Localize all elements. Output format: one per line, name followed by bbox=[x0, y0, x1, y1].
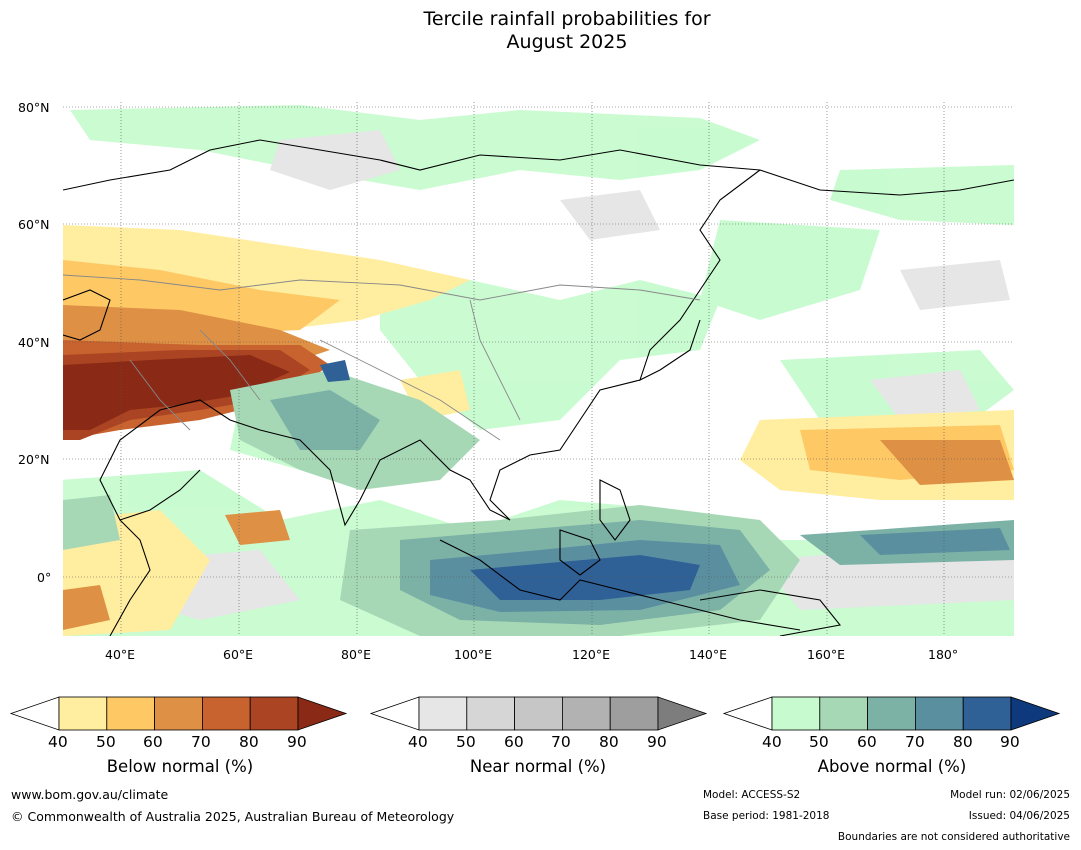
lon-label: 120°E bbox=[572, 647, 611, 662]
website-link[interactable]: www.bom.gov.au/climate bbox=[11, 787, 169, 802]
lat-label: 40°N bbox=[18, 335, 50, 350]
colorbar-max-arrow bbox=[657, 696, 708, 731]
probability-shading bbox=[63, 105, 1014, 636]
colorbar-segment bbox=[771, 696, 821, 731]
colorbar-segment bbox=[962, 696, 1012, 731]
lon-label: 160°E bbox=[807, 647, 846, 662]
cb-near-tick: 90 bbox=[647, 733, 667, 751]
cb-near-tick: 70 bbox=[551, 733, 571, 751]
colorbar-segment bbox=[609, 696, 659, 731]
base-period: Base period: 1981-2018 bbox=[703, 810, 830, 822]
chart-title: Tercile rainfall probabilities for Augus… bbox=[0, 8, 1081, 54]
colorbar-min-arrow bbox=[9, 696, 60, 731]
lon-label: 60°E bbox=[223, 647, 254, 662]
issued-date: Issued: 04/06/2025 bbox=[968, 810, 1070, 822]
cb-below-tick: 40 bbox=[48, 733, 68, 751]
colorbar-segment bbox=[154, 696, 203, 731]
cb-above-tick: 50 bbox=[809, 733, 829, 751]
colorbar-segment bbox=[249, 696, 299, 731]
country-borders bbox=[63, 274, 701, 441]
cb-below-tick: 90 bbox=[287, 733, 307, 751]
above-normal-shading bbox=[63, 360, 1014, 636]
colorbar-segment bbox=[106, 696, 156, 731]
colorbar-max-arrow bbox=[1010, 696, 1061, 731]
lat-label: 80°N bbox=[18, 100, 50, 115]
title-line-2: August 2025 bbox=[506, 31, 628, 53]
lat-label: 0° bbox=[37, 570, 52, 585]
lon-label: 180° bbox=[928, 647, 959, 662]
boundary-disclaimer: Boundaries are not considered authoritat… bbox=[837, 831, 1070, 843]
colorbar-segment bbox=[418, 696, 468, 731]
cb-above-tick: 80 bbox=[953, 733, 973, 751]
cb-above-tick: 40 bbox=[762, 733, 782, 751]
cb-below-tick: 70 bbox=[191, 733, 211, 751]
lat-label: 60°N bbox=[18, 217, 50, 232]
cb-above-tick: 60 bbox=[857, 733, 877, 751]
near-normal-label: Near normal (%) bbox=[469, 757, 607, 776]
forecast-map bbox=[63, 102, 1014, 636]
colorbar-segment bbox=[58, 696, 108, 731]
cb-near-tick: 60 bbox=[504, 733, 524, 751]
lon-label: 80°E bbox=[341, 647, 372, 662]
colorbar-segment bbox=[514, 696, 563, 731]
lon-label: 140°E bbox=[689, 647, 728, 662]
colorbars bbox=[9, 696, 1061, 731]
graticule bbox=[63, 102, 1014, 636]
cb-below-tick: 60 bbox=[143, 733, 163, 751]
below-normal-shading bbox=[63, 225, 1014, 636]
lat-label: 20°N bbox=[18, 452, 50, 467]
cb-near-tick: 50 bbox=[456, 733, 476, 751]
lon-label: 40°E bbox=[105, 647, 136, 662]
colorbar-segment bbox=[915, 696, 964, 731]
cb-below-tick: 80 bbox=[239, 733, 259, 751]
title-line-1: Tercile rainfall probabilities for bbox=[423, 8, 711, 30]
cb-below-tick: 50 bbox=[96, 733, 116, 751]
cb-near-tick: 80 bbox=[599, 733, 619, 751]
colorbar-min-arrow bbox=[369, 696, 420, 731]
colorbar-min-arrow bbox=[722, 696, 773, 731]
colorbar-segment bbox=[562, 696, 611, 731]
copyright-text: © Commonwealth of Australia 2025, Austra… bbox=[11, 809, 455, 824]
below-normal-label: Below normal (%) bbox=[106, 757, 254, 776]
coastlines bbox=[63, 139, 1014, 636]
above-normal-label: Above normal (%) bbox=[817, 757, 967, 776]
lon-label: 100°E bbox=[454, 647, 493, 662]
cb-near-tick: 40 bbox=[408, 733, 428, 751]
colorbar-segment bbox=[867, 696, 916, 731]
cb-above-tick: 70 bbox=[905, 733, 925, 751]
colorbar-segment bbox=[201, 696, 251, 731]
colorbar-max-arrow bbox=[297, 696, 348, 731]
colorbar-segment bbox=[819, 696, 868, 731]
model-run-date: Model run: 02/06/2025 bbox=[950, 789, 1070, 801]
cb-above-tick: 90 bbox=[1000, 733, 1020, 751]
colorbar-segment bbox=[466, 696, 515, 731]
model-name: Model: ACCESS-S2 bbox=[703, 789, 801, 801]
